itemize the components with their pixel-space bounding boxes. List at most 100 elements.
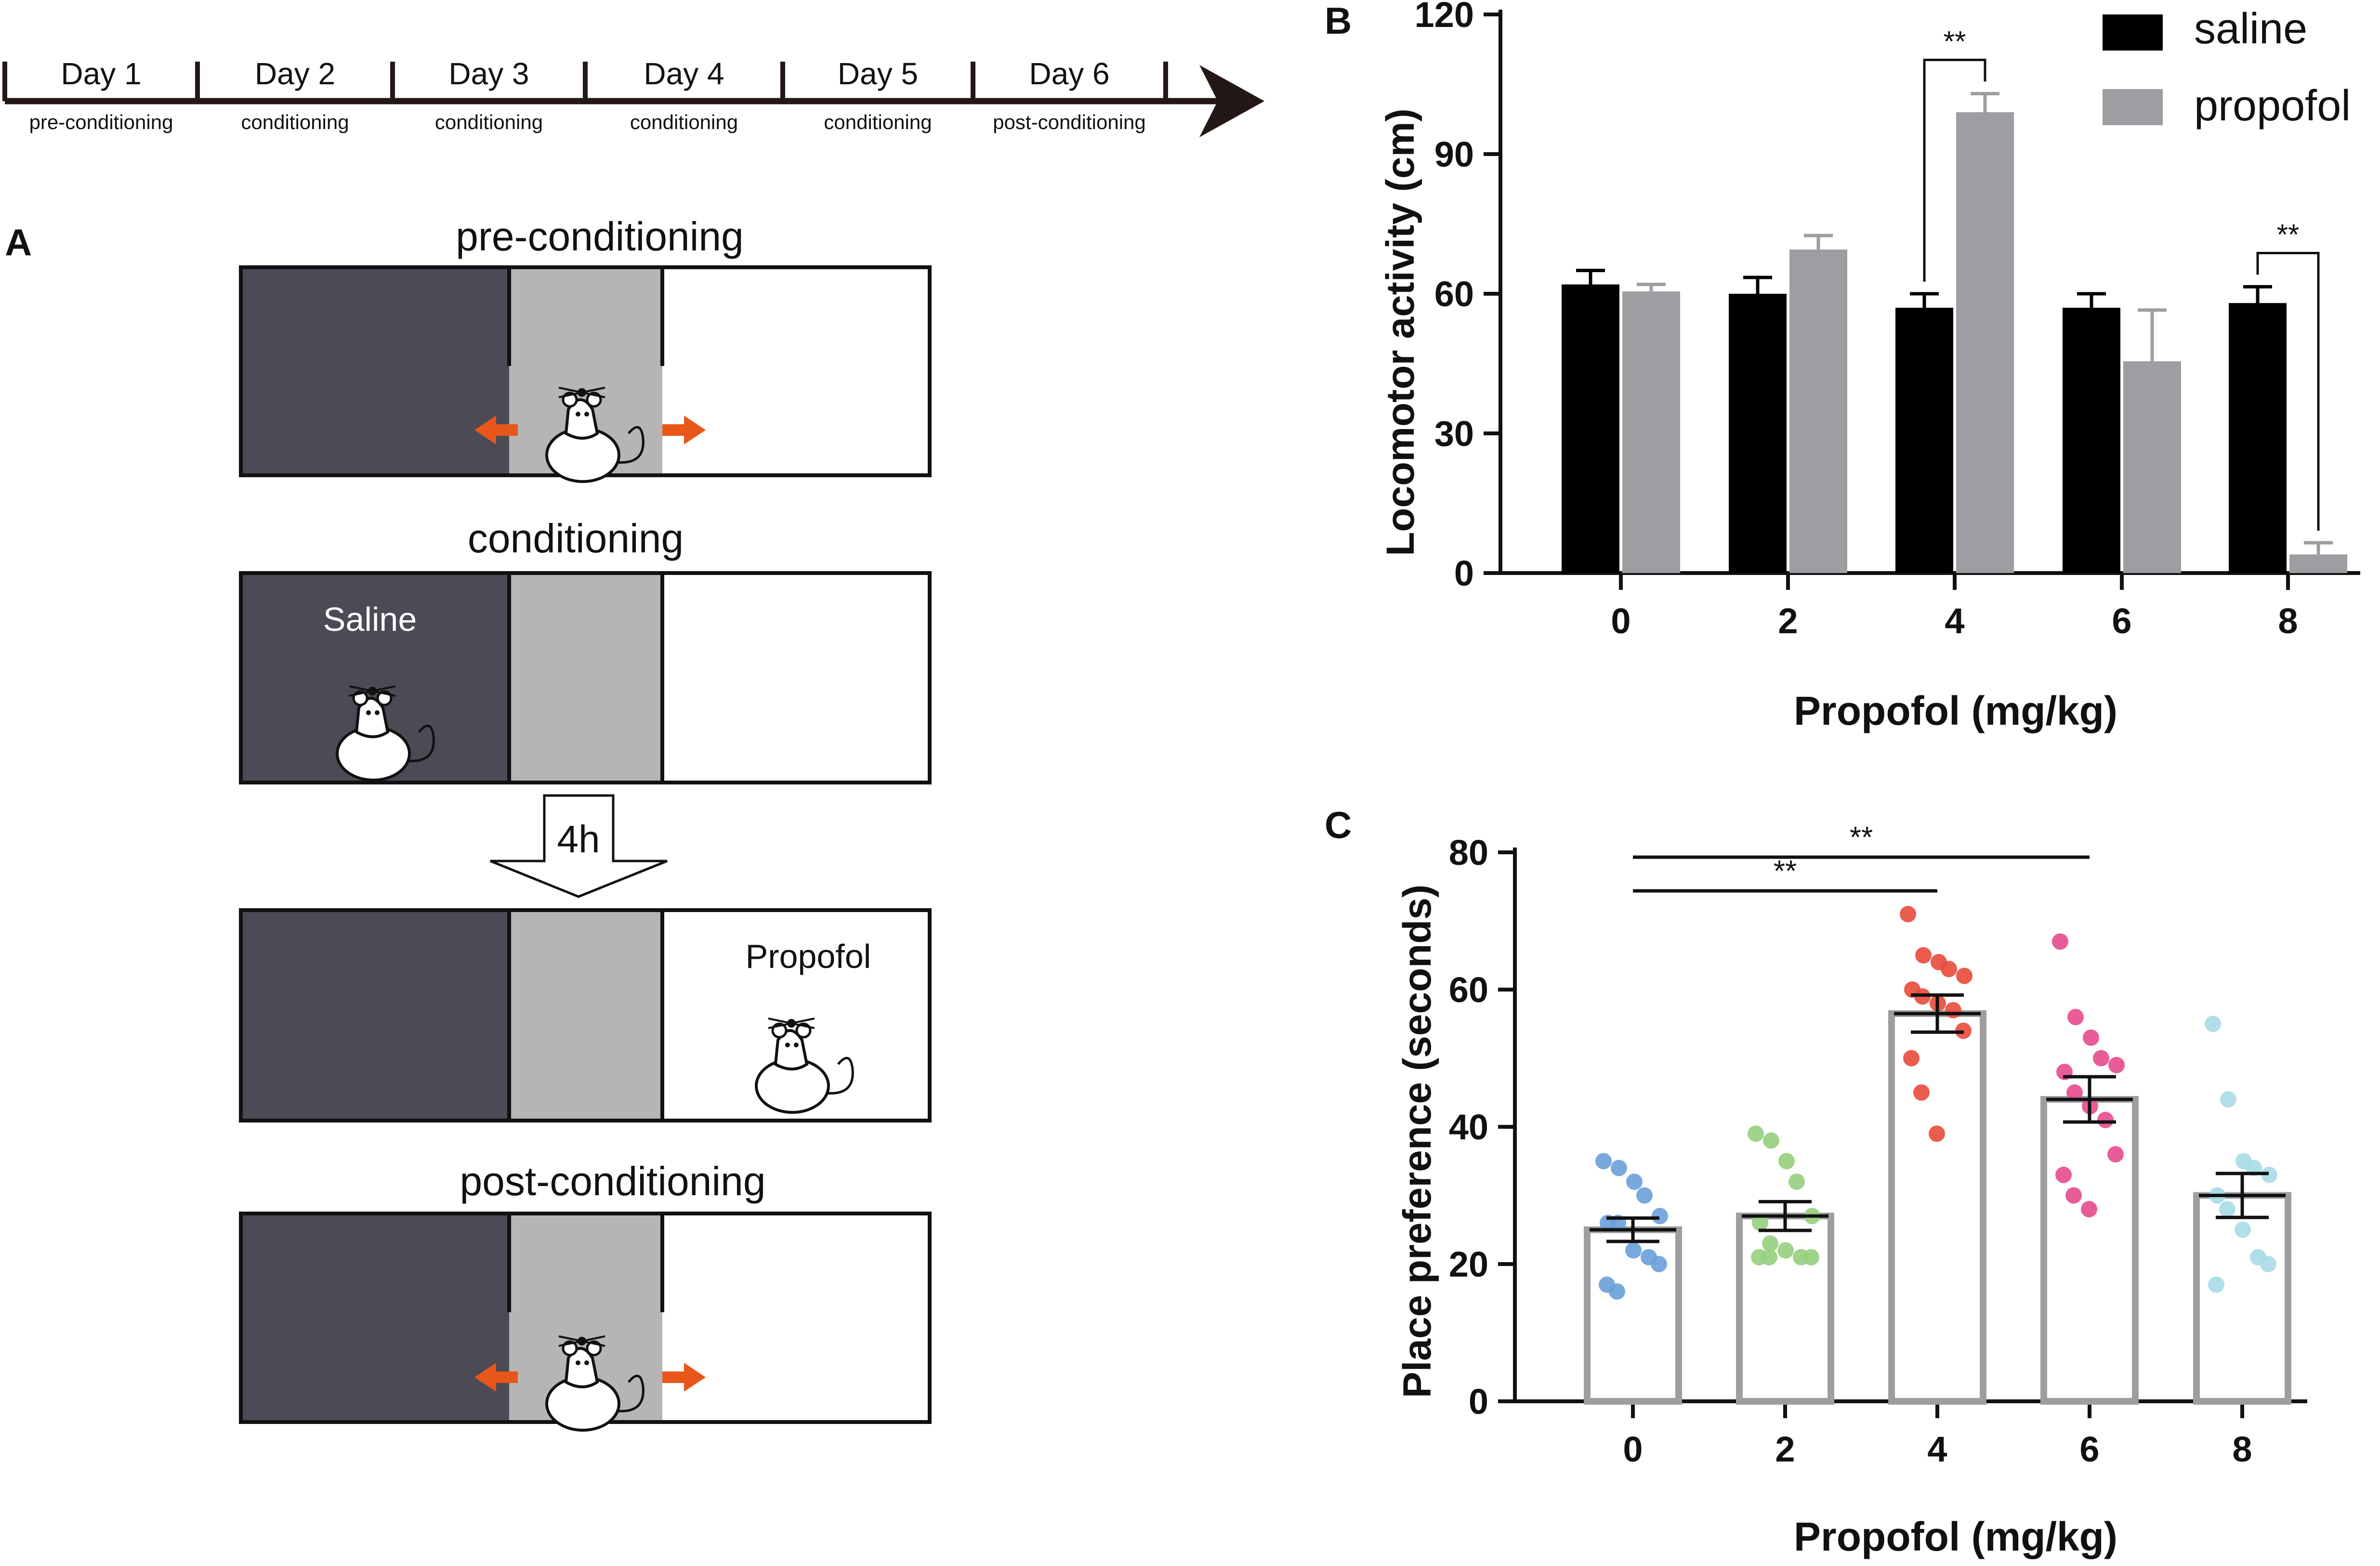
chart-c-ytick-label: 40 bbox=[1449, 1107, 1488, 1147]
panel-c-letter: C bbox=[1325, 804, 1352, 846]
chart-c-point bbox=[1788, 1174, 1805, 1190]
dark-compartment bbox=[241, 267, 509, 475]
chart-c-point bbox=[1803, 1249, 1819, 1266]
chart-c-ytick-label: 0 bbox=[1469, 1382, 1488, 1422]
chart-b-ylabel: Locomotor activity (cm) bbox=[1379, 108, 1422, 556]
chart-b-sig-bracket bbox=[2256, 252, 2320, 531]
chart-c-point bbox=[2107, 1146, 2124, 1162]
chart-c-point bbox=[2219, 1201, 2235, 1217]
chart-b-bar-saline bbox=[2063, 308, 2120, 573]
chart-b-ytick-label: 60 bbox=[1434, 274, 1474, 314]
chart-c-sig-label: ** bbox=[1850, 821, 1873, 854]
chart-c-point bbox=[1625, 1242, 1642, 1259]
chart-c-point bbox=[1777, 1242, 1794, 1259]
timeline-arrowhead bbox=[1199, 65, 1264, 137]
chart-c-point bbox=[2083, 1029, 2099, 1046]
chart-c: C Place preference (seconds) Propofol (m… bbox=[1325, 804, 2307, 1559]
chart-c-point bbox=[1761, 1249, 1777, 1266]
chart-c-xtick-label: 8 bbox=[2232, 1429, 2252, 1469]
chart-c-point bbox=[1762, 1235, 1778, 1252]
chart-c-point bbox=[2081, 1201, 2097, 1217]
chart-c-ylabel: Place preference (seconds) bbox=[1395, 885, 1439, 1398]
chart-b-xtick-label: 2 bbox=[1778, 601, 1798, 641]
chart-c-point bbox=[1651, 1256, 1667, 1272]
interval-arrow: 4h bbox=[490, 794, 668, 898]
timeline-day-label: Day 2 bbox=[255, 56, 335, 91]
chart-c-point bbox=[1900, 906, 1916, 923]
timeline-day-label: Day 1 bbox=[61, 56, 141, 91]
timeline-phase-label: post-conditioning bbox=[993, 111, 1146, 133]
chart-b-bar-saline bbox=[2229, 303, 2287, 573]
chart-c-point bbox=[2108, 1057, 2125, 1073]
chart-b-ytick-label: 90 bbox=[1434, 134, 1474, 174]
chart-c-point bbox=[1626, 1174, 1643, 1190]
chart-c-point bbox=[1609, 1283, 1625, 1300]
chart-c-point bbox=[1913, 1084, 1930, 1101]
chart-c-xlabel: Propofol (mg/kg) bbox=[1794, 1514, 2117, 1559]
legend-label-propofol: propofol bbox=[2194, 82, 2351, 130]
chart-c-point bbox=[1929, 1125, 1945, 1142]
box-outline bbox=[239, 571, 932, 784]
chart-c-point bbox=[1752, 1214, 1768, 1231]
chart-b-sig-label: ** bbox=[1944, 25, 1966, 57]
chart-c-point bbox=[2235, 1221, 2251, 1238]
timeline-phase-label: conditioning bbox=[241, 111, 349, 133]
chart-b-xtick-label: 6 bbox=[2112, 601, 2131, 641]
legend-swatch-propofol bbox=[2103, 89, 2163, 125]
conditioning-title: conditioning bbox=[468, 516, 684, 561]
timeline-day-label: Day 5 bbox=[838, 56, 918, 91]
post-conditioning-title: post-conditioning bbox=[460, 1159, 765, 1204]
chart-c-marks: 0 20 40 60 80 0 2 4 6 8 ** ** bbox=[1449, 821, 2307, 1469]
chart-b-legend: saline propofol bbox=[2103, 5, 2351, 130]
chart-c-point bbox=[2205, 1016, 2221, 1032]
timeline-day-label: Day 3 bbox=[448, 56, 529, 91]
chart-c-point bbox=[2066, 1084, 2083, 1101]
chart-c-point bbox=[1941, 961, 1957, 978]
box-outline bbox=[239, 908, 932, 1122]
chart-c-point bbox=[1636, 1187, 1653, 1204]
box-post-conditioning bbox=[239, 1212, 932, 1430]
timeline: Day 1 pre-conditioning Day 2 conditioning Da… bbox=[2, 56, 1264, 137]
chart-b-bar-propofol bbox=[1622, 291, 1680, 573]
chart-b-bar-saline bbox=[1562, 284, 1619, 573]
chart-c-bar bbox=[1888, 1010, 1986, 1405]
interval-label: 4h bbox=[557, 818, 600, 861]
chart-b-bar-propofol bbox=[2123, 361, 2181, 573]
chart-c-point bbox=[2055, 1166, 2072, 1183]
chart-c-point bbox=[2261, 1166, 2277, 1183]
timeline-phase-label: pre-conditioning bbox=[29, 111, 173, 133]
chart-b-bar-propofol bbox=[1789, 249, 1847, 573]
down-arrow-icon bbox=[490, 794, 668, 898]
chart-c-point bbox=[2067, 1009, 2084, 1025]
chart-c-sig-label: ** bbox=[1774, 855, 1797, 888]
chart-b-marks: 0 30 60 90 120 0 2 4 6 8 ** ** bbox=[1415, 0, 2360, 641]
chart-c-point bbox=[1652, 1208, 1668, 1225]
timeline-phase-label: conditioning bbox=[435, 111, 543, 133]
chart-c-bar bbox=[2040, 1096, 2139, 1405]
timeline-day-label: Day 4 bbox=[644, 56, 724, 91]
chart-c-point bbox=[1763, 1132, 1779, 1149]
chart-b-xlabel: Propofol (mg/kg) bbox=[1794, 688, 2117, 733]
chart-c-point bbox=[2260, 1256, 2276, 1272]
white-compartment bbox=[662, 267, 930, 475]
timeline-phase-label: conditioning bbox=[630, 111, 738, 133]
saline-label: Saline bbox=[323, 600, 417, 638]
white-compartment bbox=[662, 1214, 930, 1422]
timeline-day-label: Day 6 bbox=[1029, 56, 1109, 91]
chart-b-xtick-label: 4 bbox=[1945, 601, 1964, 641]
chart-c-point bbox=[1945, 1002, 1961, 1018]
chart-b-ytick-label: 0 bbox=[1454, 553, 1474, 593]
chart-c-xtick-label: 6 bbox=[2079, 1429, 2099, 1469]
panel-a: A pre-conditioning conditioning Saline bbox=[5, 214, 932, 1430]
chart-b-bar-propofol bbox=[1956, 112, 2014, 573]
legend-label-saline: saline bbox=[2194, 5, 2307, 53]
dark-compartment bbox=[241, 1214, 509, 1422]
chart-b-sig-bracket bbox=[1923, 58, 1986, 282]
chart-c-point bbox=[1611, 1160, 1627, 1176]
chart-c-point bbox=[2097, 1111, 2114, 1128]
chart-b-xtick-label: 8 bbox=[2278, 601, 2298, 641]
chart-b-sig-label: ** bbox=[2277, 219, 2300, 251]
chart-b-bar-propofol bbox=[2289, 554, 2347, 573]
dark-compartment bbox=[241, 910, 509, 1121]
chart-c-point bbox=[1778, 1153, 1795, 1170]
